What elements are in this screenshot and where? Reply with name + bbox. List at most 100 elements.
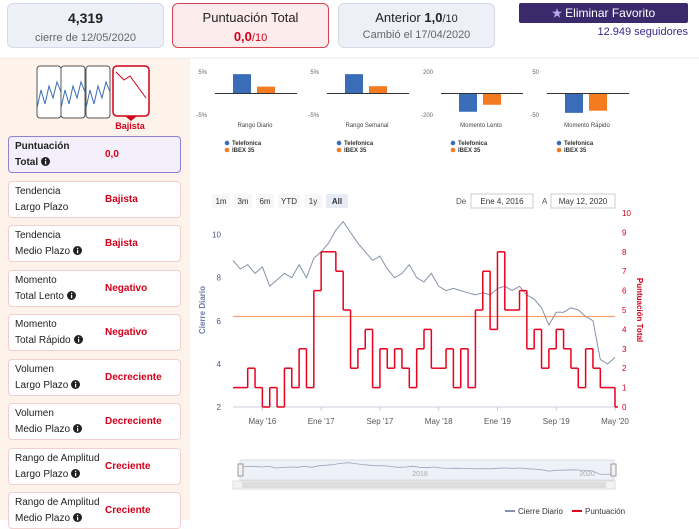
indicator-label-line: Medio Plazo xyxy=(15,511,100,527)
followers: 12.949 seguidores xyxy=(597,26,688,38)
info-dot xyxy=(70,292,73,294)
indicator-label: Tendencia Medio Plazo xyxy=(15,228,83,260)
indicator-label-text: Total Rápido xyxy=(15,335,71,346)
previous-note: Cambió el 17/04/2020 xyxy=(362,29,471,41)
mini-y-tick-label: 50 xyxy=(532,70,539,76)
y2-tick-label: 4 xyxy=(622,325,627,334)
navigator-label: 2018 xyxy=(412,471,428,478)
info-icon[interactable] xyxy=(66,290,76,300)
mini-bar xyxy=(345,74,363,94)
range-button[interactable] xyxy=(256,194,274,208)
trend-icon-line xyxy=(60,80,86,109)
mini-x-label: Rango Semanal xyxy=(345,123,388,129)
info-bar xyxy=(75,383,77,387)
info-bar xyxy=(77,427,79,432)
mini-x-label: Momento Rápido xyxy=(564,123,610,129)
indicator-label-line: Medio Plazo xyxy=(15,244,83,260)
y2-tick-label: 5 xyxy=(622,306,627,315)
range-button[interactable] xyxy=(234,194,252,208)
legend-swatch xyxy=(224,147,230,153)
range-button[interactable] xyxy=(304,194,322,208)
indicator-label-line: Total xyxy=(15,155,69,171)
info-dot xyxy=(77,514,79,516)
to-date: May 12, 2020 xyxy=(559,197,608,206)
indicator-label-line: Rango de Amplitud xyxy=(15,452,100,464)
indicator-label-text: Medio Plazo xyxy=(15,246,71,257)
mini-bar xyxy=(257,86,275,94)
score-card: Puntuación Total 0,0/10 xyxy=(172,3,329,48)
trend-icon-line xyxy=(36,80,62,109)
to-input[interactable] xyxy=(550,193,616,209)
x-tick-label: Ene '17 xyxy=(308,417,335,426)
price-line xyxy=(232,220,616,365)
mini-bar xyxy=(565,93,583,113)
indicator-value: Bajista xyxy=(105,193,138,205)
info-icon[interactable] xyxy=(41,157,51,166)
indicator-label-line: Volumen xyxy=(15,363,54,375)
indicator-value: Creciente xyxy=(105,505,151,516)
mini-y-tick-label: 5% xyxy=(198,70,207,76)
info-icon[interactable] xyxy=(73,513,83,522)
indicator-label-line: Puntuación xyxy=(15,141,70,152)
legend-swatch xyxy=(336,140,342,146)
previous-card: Anterior 1,0/10 Cambió el 17/04/2020 xyxy=(338,3,495,48)
info-icon[interactable] xyxy=(71,468,81,478)
button-label: Eliminar Favorito xyxy=(565,6,656,20)
trend-icon-line xyxy=(85,80,111,109)
mini-y-tick-label: -200 xyxy=(421,113,434,119)
indicator-value: 0,0 xyxy=(105,149,119,160)
legend-label: IBEX 35 xyxy=(564,148,587,154)
mini-y-tick-label: -5% xyxy=(196,113,207,119)
indicator-row: Rango de Amplitud Medio Plazo Creciente xyxy=(8,492,181,529)
range-button-label: 3m xyxy=(237,197,248,206)
info-icon[interactable] xyxy=(73,424,83,433)
favorite-button[interactable]: Eliminar Favorito xyxy=(519,3,688,23)
info-bar xyxy=(77,516,79,521)
indicator-label-text: Medio Plazo xyxy=(15,424,71,435)
indicator-label-line: Volumen xyxy=(15,408,54,419)
range-button[interactable] xyxy=(212,194,230,208)
mini-bar xyxy=(483,93,501,105)
mini-bar xyxy=(233,74,251,94)
legend-swatch xyxy=(450,147,456,153)
previous: Anterior 1,0/10 xyxy=(339,10,494,25)
y2-tick-label: 8 xyxy=(622,248,627,257)
x-tick-label: May '18 xyxy=(425,417,453,426)
previous-max: /10 xyxy=(442,13,458,25)
info-bar xyxy=(75,472,77,476)
info-bar xyxy=(45,160,47,165)
legend-swatch xyxy=(556,147,562,153)
score: 0,0/10 xyxy=(173,29,328,44)
indicator-label-line: Momento xyxy=(15,319,57,330)
info-icon[interactable] xyxy=(73,335,83,344)
navigator-line xyxy=(239,462,615,475)
info-dot xyxy=(45,158,47,160)
range-button[interactable] xyxy=(326,194,348,208)
navigator-handle xyxy=(237,463,244,477)
x-tick-label: May '16 xyxy=(249,417,277,426)
indicator-row: Tendencia Medio Plazo Bajista xyxy=(8,225,181,262)
y2-tick-label: 0 xyxy=(622,403,627,412)
indicator-label-text: Largo Plazo xyxy=(15,468,69,480)
indicator-label-line: Largo Plazo xyxy=(15,467,100,483)
to-label: A xyxy=(542,197,548,206)
indicator-row: Volumen Largo Plazo Decreciente xyxy=(8,358,181,396)
info-icon[interactable] xyxy=(73,246,83,255)
from-input[interactable] xyxy=(470,193,534,209)
legend-swatch xyxy=(450,140,456,146)
previous-value: 1,0 xyxy=(424,10,443,25)
legend-label: Puntuación xyxy=(585,507,625,516)
info-dot xyxy=(77,247,79,249)
legend-label: Telefonica xyxy=(232,141,262,147)
price-card: 4,319 cierre de 12/05/2020 xyxy=(7,3,164,48)
score-value: 0,0 xyxy=(233,29,252,44)
range-button-label: 6m xyxy=(259,197,270,206)
score-max: /10 xyxy=(251,32,268,44)
legend-label: IBEX 35 xyxy=(232,148,255,154)
range-button-label: YTD xyxy=(281,197,297,206)
info-icon[interactable] xyxy=(71,379,81,389)
indicator-label: Puntuación Total xyxy=(15,139,69,171)
legend-swatch xyxy=(556,140,562,146)
info-dot xyxy=(75,381,77,383)
range-button[interactable] xyxy=(278,194,300,208)
